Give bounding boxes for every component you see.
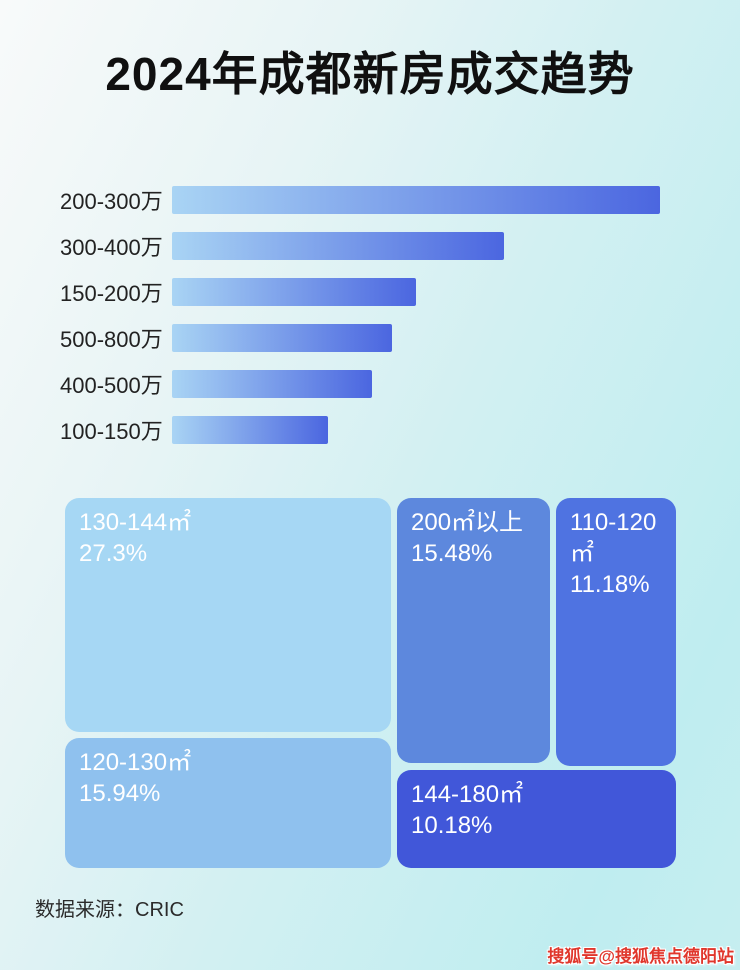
treemap-value: 15.94% xyxy=(79,780,161,807)
page-title: 2024年成都新房成交趋势 xyxy=(105,48,635,100)
bar-row: 150-200万 xyxy=(60,278,660,306)
bar-category-label: 500-800万 xyxy=(60,327,163,352)
bar-category-label: 100-150万 xyxy=(60,419,163,444)
bar-track xyxy=(172,232,660,260)
bar-track xyxy=(172,324,660,352)
bar-row: 300-400万 xyxy=(60,232,660,260)
bar-row: 100-150万 xyxy=(60,416,660,444)
bar-track xyxy=(172,186,660,214)
bar-row: 400-500万 xyxy=(60,370,660,398)
bar xyxy=(172,278,416,306)
data-source-label: 数据来源：CRIC xyxy=(35,899,184,921)
bar-track xyxy=(172,278,660,306)
bar xyxy=(172,232,504,260)
watermark-text: 搜狐号@搜狐焦点德阳站 xyxy=(547,947,734,966)
bar-category-label: 400-500万 xyxy=(60,373,163,398)
treemap-value: 15.48% xyxy=(411,540,493,567)
bar-chart: 200-300万 300-400万 150-200万 500-800万 400-500万… xyxy=(60,186,660,462)
bar-track xyxy=(172,370,660,398)
treemap-label: 200㎡以上 xyxy=(411,509,524,536)
bar xyxy=(172,324,392,352)
bar-category-label: 300-400万 xyxy=(60,235,163,260)
bar-row: 500-800万 xyxy=(60,324,660,352)
treemap-label: 120-130㎡ xyxy=(79,749,192,776)
treemap-block: 110-120㎡ 11.18% xyxy=(556,498,676,766)
bar xyxy=(172,370,373,398)
treemap-block: 200㎡以上 15.48% xyxy=(397,498,550,763)
treemap-label: 110-120㎡ xyxy=(570,509,657,567)
treemap-label: 130-144㎡ xyxy=(79,509,192,536)
bar-category-label: 200-300万 xyxy=(60,189,163,214)
treemap-value: 10.18% xyxy=(411,812,493,839)
treemap-block: 144-180㎡ 10.18% xyxy=(397,770,676,868)
treemap-block: 130-144㎡ 27.3% xyxy=(65,498,391,732)
bar-track xyxy=(172,416,660,444)
treemap-value: 27.3% xyxy=(79,540,148,567)
treemap-value: 11.18% xyxy=(570,571,650,598)
bar xyxy=(172,186,660,214)
bar-row: 200-300万 xyxy=(60,186,660,214)
bar xyxy=(172,416,329,444)
treemap-chart: 130-144㎡ 27.3% 120-130㎡ 15.94% 200㎡以上 15.48% 1… xyxy=(65,498,676,868)
treemap-block: 120-130㎡ 15.94% xyxy=(65,738,391,868)
treemap-label: 144-180㎡ xyxy=(411,781,524,808)
bar-category-label: 150-200万 xyxy=(60,281,163,306)
